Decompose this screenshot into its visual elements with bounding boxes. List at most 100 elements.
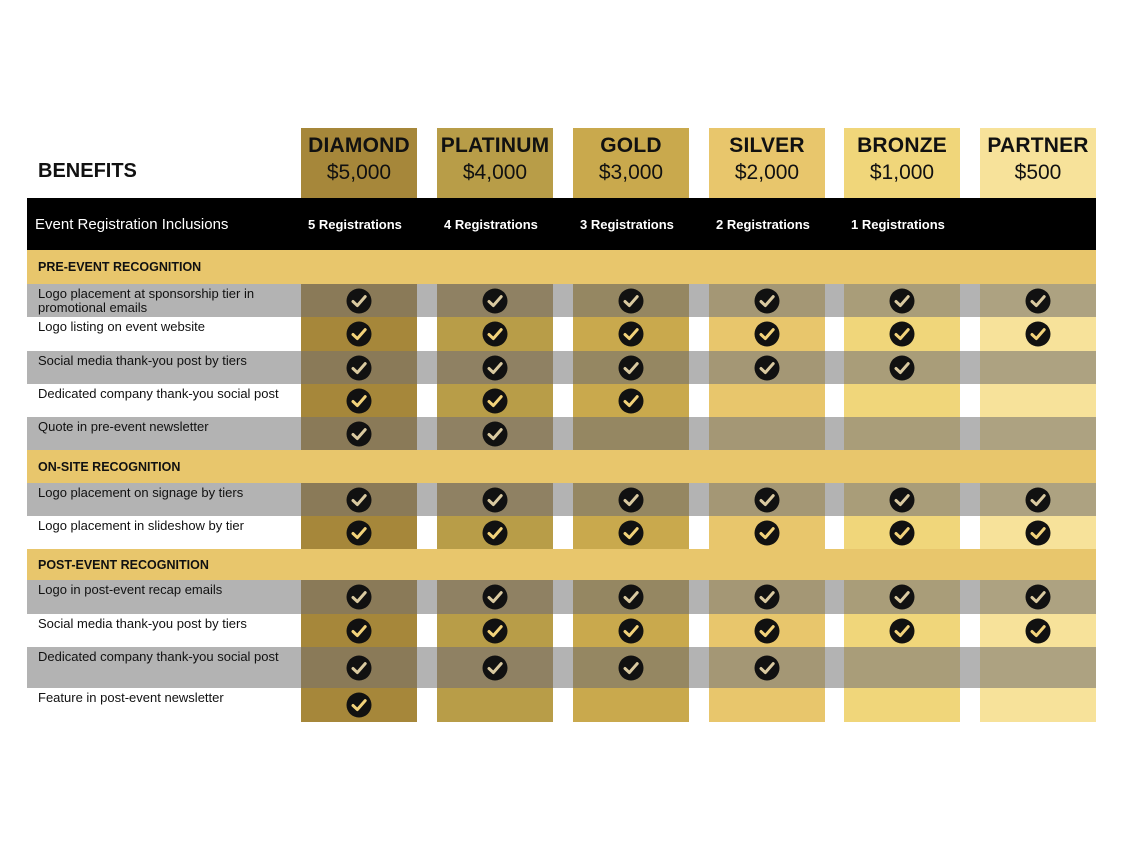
check-circle-icon xyxy=(618,388,644,413)
benefit-cell xyxy=(709,417,825,450)
tier-name: PLATINUM xyxy=(440,134,550,157)
benefit-cell xyxy=(844,516,960,549)
benefit-cell xyxy=(709,647,825,688)
benefit-cell xyxy=(437,284,553,317)
benefit-cell xyxy=(301,516,417,549)
check-circle-icon xyxy=(482,355,508,380)
check-circle-icon xyxy=(482,618,508,643)
check-circle-icon xyxy=(1025,288,1051,313)
check-circle-icon xyxy=(346,655,372,680)
benefit-cell xyxy=(844,317,960,351)
benefit-cell xyxy=(980,417,1096,450)
benefit-cell xyxy=(301,417,417,450)
benefit-cell xyxy=(709,317,825,351)
benefit-cell xyxy=(709,580,825,614)
benefit-cell xyxy=(844,614,960,647)
benefit-cell xyxy=(301,384,417,417)
registration-count: 4 Registrations xyxy=(444,216,538,232)
section-header: PRE-EVENT RECOGNITION xyxy=(27,250,1096,284)
check-circle-icon xyxy=(754,655,780,680)
registration-count xyxy=(987,198,1103,250)
benefit-cell xyxy=(573,483,689,516)
check-circle-icon xyxy=(618,520,644,545)
check-circle-icon xyxy=(482,388,508,413)
benefit-cell xyxy=(980,647,1096,688)
tier-name: DIAMOND xyxy=(308,134,410,157)
benefit-cell xyxy=(980,284,1096,317)
tier-price: $3,000 xyxy=(598,161,664,184)
check-circle-icon xyxy=(346,388,372,413)
tier-header-platinum: PLATINUM $4,000 xyxy=(437,128,553,198)
benefit-cell xyxy=(573,384,689,417)
tier-price: $4,000 xyxy=(462,161,528,184)
check-circle-icon xyxy=(346,584,372,610)
check-circle-icon xyxy=(889,618,915,643)
check-circle-icon xyxy=(346,355,372,380)
registration-count: 1 Registrations xyxy=(851,216,945,232)
benefit-cell xyxy=(709,351,825,384)
registration-band xyxy=(27,198,1096,250)
benefit-label: Social media thank-you post by tiers xyxy=(38,353,247,368)
benefit-cell xyxy=(301,614,417,647)
check-circle-icon xyxy=(482,655,508,680)
benefit-cell xyxy=(844,580,960,614)
benefit-cell xyxy=(437,647,553,688)
benefit-cell xyxy=(844,351,960,384)
check-circle-icon xyxy=(889,355,915,380)
benefit-label: Social media thank-you post by tiers xyxy=(38,616,247,631)
benefit-cell xyxy=(301,688,417,722)
benefit-cell xyxy=(709,284,825,317)
check-circle-icon xyxy=(889,321,915,347)
tier-header-diamond: DIAMOND $5,000 xyxy=(301,128,417,198)
benefit-cell xyxy=(573,647,689,688)
benefit-cell xyxy=(573,580,689,614)
registration-title: Event Registration Inclusions xyxy=(35,215,229,233)
benefit-cell xyxy=(844,483,960,516)
benefit-cell xyxy=(573,284,689,317)
benefit-cell xyxy=(437,317,553,351)
check-circle-icon xyxy=(346,692,372,718)
tier-price: $1,000 xyxy=(869,161,935,184)
benefit-cell xyxy=(980,516,1096,549)
check-circle-icon xyxy=(482,421,508,446)
check-circle-icon xyxy=(1025,321,1051,347)
benefit-cell xyxy=(844,417,960,450)
check-circle-icon xyxy=(618,487,644,512)
check-circle-icon xyxy=(618,655,644,680)
section-header: ON-SITE RECOGNITION xyxy=(27,450,1096,483)
benefit-cell xyxy=(437,688,553,722)
check-circle-icon xyxy=(1025,584,1051,610)
check-circle-icon xyxy=(346,487,372,512)
benefit-label: Feature in post-event newsletter xyxy=(38,690,224,705)
benefit-cell xyxy=(844,647,960,688)
tier-header-silver: SILVER $2,000 xyxy=(709,128,825,198)
check-circle-icon xyxy=(346,321,372,347)
registration-count: 3 Registrations xyxy=(580,216,674,232)
tier-price: $5,000 xyxy=(326,161,392,184)
check-circle-icon xyxy=(482,288,508,313)
tier-header-gold: GOLD $3,000 xyxy=(573,128,689,198)
benefit-cell xyxy=(301,580,417,614)
benefit-cell xyxy=(573,516,689,549)
check-circle-icon xyxy=(754,321,780,347)
benefit-cell xyxy=(980,351,1096,384)
check-circle-icon xyxy=(618,618,644,643)
check-circle-icon xyxy=(889,487,915,512)
check-circle-icon xyxy=(754,618,780,643)
benefit-cell xyxy=(573,317,689,351)
tier-name: GOLD xyxy=(600,134,662,157)
check-circle-icon xyxy=(346,288,372,313)
check-circle-icon xyxy=(1025,618,1051,643)
benefit-cell xyxy=(573,417,689,450)
registration-count: 5 Registrations xyxy=(308,216,402,232)
benefit-label: Logo placement on signage by tiers xyxy=(38,485,244,500)
check-circle-icon xyxy=(1025,487,1051,512)
benefit-cell xyxy=(980,580,1096,614)
tier-header-bronze: BRONZE $1,000 xyxy=(844,128,960,198)
benefit-cell xyxy=(301,647,417,688)
benefit-cell xyxy=(844,384,960,417)
benefit-label: Logo placement in slideshow by tier xyxy=(38,518,244,533)
check-circle-icon xyxy=(482,584,508,610)
benefit-cell xyxy=(301,284,417,317)
section-header: POST-EVENT RECOGNITION xyxy=(27,549,1096,580)
